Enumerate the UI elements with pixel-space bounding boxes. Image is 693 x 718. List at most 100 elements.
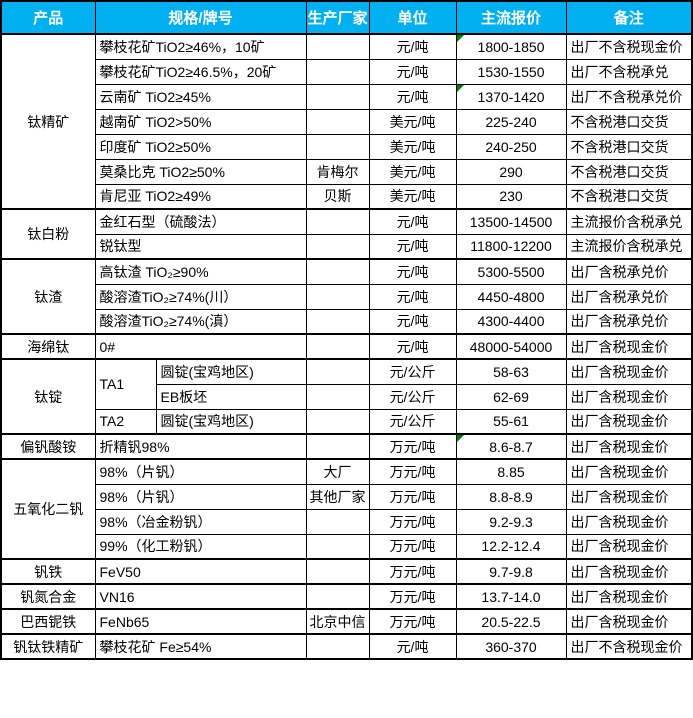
spec-cell[interactable]: 高钛渣 TiO₂≥90% (94, 258, 307, 285)
maker-cell[interactable] (305, 208, 370, 235)
col-header-price[interactable]: 主流报价 (455, 0, 567, 35)
spec-cell[interactable]: VN16 (94, 583, 307, 610)
unit-cell[interactable]: 元/吨 (368, 633, 457, 660)
spec-cell[interactable]: 锐钛型 (94, 233, 307, 260)
note-cell[interactable]: 出厂不含税现金价 (565, 33, 693, 60)
maker-cell[interactable]: 其他厂家 (305, 483, 370, 510)
price-cell[interactable]: 55-61 (455, 408, 567, 435)
spec-cell[interactable]: 酸溶渣TiO₂≥74%(滇） (94, 308, 307, 335)
unit-cell[interactable]: 元/公斤 (368, 408, 457, 435)
unit-cell[interactable]: 元/公斤 (368, 383, 457, 410)
product-cell[interactable]: 钛精矿 (0, 33, 96, 210)
unit-cell[interactable]: 万元/吨 (368, 533, 457, 560)
note-cell[interactable]: 出厂含税现金价 (565, 533, 693, 560)
unit-cell[interactable]: 元/吨 (368, 333, 457, 360)
maker-cell[interactable] (305, 233, 370, 260)
price-cell[interactable]: 360-370 (455, 633, 567, 660)
maker-cell[interactable] (305, 583, 370, 610)
note-cell[interactable]: 不含税港口交货 (565, 133, 693, 160)
note-cell[interactable]: 出厂含税现金价 (565, 358, 693, 385)
spec-cell[interactable]: 印度矿 TiO2≥50% (94, 133, 307, 160)
price-cell[interactable]: 8.6-8.7 (455, 433, 567, 460)
unit-cell[interactable]: 美元/吨 (368, 183, 457, 210)
spec-grade-cell[interactable]: TA2 (94, 408, 157, 435)
note-cell[interactable]: 主流报价含税承兑 (565, 233, 693, 260)
price-cell[interactable]: 11800-12200 (455, 233, 567, 260)
spec-cell[interactable]: 攀枝花矿TiO2≥46.5%，20矿 (94, 58, 307, 85)
maker-cell[interactable] (305, 408, 370, 435)
price-cell[interactable]: 5300-5500 (455, 258, 567, 285)
spec-cell[interactable]: 越南矿 TiO2>50% (94, 108, 307, 135)
product-cell[interactable]: 钛白粉 (0, 208, 96, 260)
maker-cell[interactable] (305, 558, 370, 585)
spec-cell[interactable]: 肯尼亚 TiO2≥49% (94, 183, 307, 210)
maker-cell[interactable] (305, 533, 370, 560)
col-header-product[interactable]: 产品 (0, 0, 96, 35)
spec-cell[interactable]: 折精钒98% (94, 433, 307, 460)
price-cell[interactable]: 290 (455, 158, 567, 185)
unit-cell[interactable]: 美元/吨 (368, 133, 457, 160)
maker-cell[interactable] (305, 333, 370, 360)
spec-cell[interactable]: 99%（化工粉钒） (94, 533, 307, 560)
maker-cell[interactable] (305, 108, 370, 135)
note-cell[interactable]: 出厂含税承兑价 (565, 283, 693, 310)
maker-cell[interactable] (305, 308, 370, 335)
price-cell[interactable]: 12.2-12.4 (455, 533, 567, 560)
price-cell[interactable]: 8.85 (455, 458, 567, 485)
maker-cell[interactable] (305, 133, 370, 160)
spec-cell[interactable]: 98%（冶金粉钒） (94, 508, 307, 535)
price-cell[interactable]: 8.8-8.9 (455, 483, 567, 510)
unit-cell[interactable]: 元/吨 (368, 83, 457, 110)
note-cell[interactable]: 出厂含税现金价 (565, 458, 693, 485)
note-cell[interactable]: 不含税港口交货 (565, 183, 693, 210)
maker-cell[interactable] (305, 83, 370, 110)
maker-cell[interactable]: 贝斯 (305, 183, 370, 210)
spec-form-cell[interactable]: EB板坯 (155, 383, 307, 410)
unit-cell[interactable]: 美元/吨 (368, 108, 457, 135)
price-cell[interactable]: 13.7-14.0 (455, 583, 567, 610)
price-cell[interactable]: 62-69 (455, 383, 567, 410)
note-cell[interactable]: 出厂含税现金价 (565, 383, 693, 410)
price-cell[interactable]: 1530-1550 (455, 58, 567, 85)
spec-cell[interactable]: 莫桑比克 TiO2≥50% (94, 158, 307, 185)
spec-cell[interactable]: FeNb65 (94, 608, 307, 635)
note-cell[interactable]: 出厂含税现金价 (565, 433, 693, 460)
unit-cell[interactable]: 万元/吨 (368, 508, 457, 535)
maker-cell[interactable] (305, 383, 370, 410)
unit-cell[interactable]: 元/吨 (368, 233, 457, 260)
unit-cell[interactable]: 万元/吨 (368, 458, 457, 485)
col-header-note[interactable]: 备注 (565, 0, 693, 35)
price-cell[interactable]: 13500-14500 (455, 208, 567, 235)
maker-cell[interactable]: 北京中信 (305, 608, 370, 635)
note-cell[interactable]: 不含税港口交货 (565, 108, 693, 135)
spec-grade-cell[interactable]: TA1 (94, 358, 157, 410)
note-cell[interactable]: 出厂不含税承兑价 (565, 83, 693, 110)
maker-cell[interactable] (305, 258, 370, 285)
product-cell[interactable]: 钛渣 (0, 258, 96, 335)
spec-cell[interactable]: 云南矿 TiO2≥45% (94, 83, 307, 110)
note-cell[interactable]: 出厂含税现金价 (565, 608, 693, 635)
spec-cell[interactable]: 金红石型（硫酸法） (94, 208, 307, 235)
maker-cell[interactable] (305, 633, 370, 660)
note-cell[interactable]: 主流报价含税承兑 (565, 208, 693, 235)
spec-cell[interactable]: 攀枝花矿 Fe≥54% (94, 633, 307, 660)
unit-cell[interactable]: 万元/吨 (368, 583, 457, 610)
unit-cell[interactable]: 元/吨 (368, 258, 457, 285)
price-cell[interactable]: 9.2-9.3 (455, 508, 567, 535)
maker-cell[interactable] (305, 33, 370, 60)
price-cell[interactable]: 1800-1850 (455, 33, 567, 60)
note-cell[interactable]: 出厂含税现金价 (565, 483, 693, 510)
note-cell[interactable]: 出厂含税现金价 (565, 408, 693, 435)
unit-cell[interactable]: 美元/吨 (368, 158, 457, 185)
unit-cell[interactable]: 元/吨 (368, 208, 457, 235)
note-cell[interactable]: 不含税港口交货 (565, 158, 693, 185)
unit-cell[interactable]: 万元/吨 (368, 433, 457, 460)
unit-cell[interactable]: 万元/吨 (368, 608, 457, 635)
note-cell[interactable]: 出厂含税承兑价 (565, 258, 693, 285)
product-cell[interactable]: 偏钒酸铵 (0, 433, 96, 460)
note-cell[interactable]: 出厂不含税现金价 (565, 633, 693, 660)
maker-cell[interactable] (305, 58, 370, 85)
product-cell[interactable]: 钒钛铁精矿 (0, 633, 96, 660)
price-cell[interactable]: 1370-1420 (455, 83, 567, 110)
price-cell[interactable]: 4450-4800 (455, 283, 567, 310)
